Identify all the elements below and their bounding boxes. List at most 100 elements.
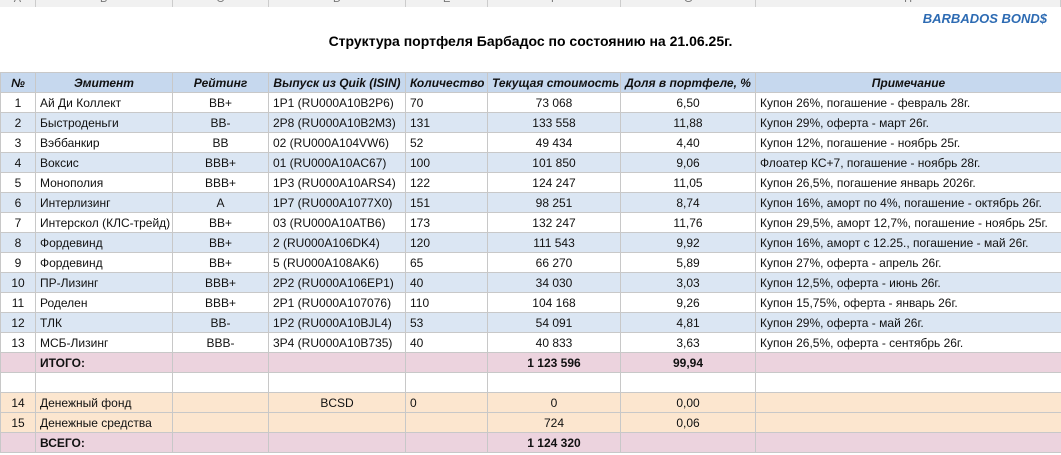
cell: Купон 26,5%, оферта - сентябрь 26г. xyxy=(755,332,1061,353)
cell xyxy=(0,372,36,393)
cell: 2P8 (RU000A10B2M3) xyxy=(268,112,406,133)
cell: Купон 12,5%, оферта - июнь 26г. xyxy=(755,272,1061,293)
data-row: 4 Воксис BBB+ 01 (RU000A10AC67) 100 101 850 9,… xyxy=(0,152,1061,173)
cell: 5,89 xyxy=(620,252,756,273)
cell: 173 xyxy=(405,212,488,233)
cell: Купон 12%, погашение - ноябрь 25г. xyxy=(755,132,1061,153)
cell: № xyxy=(0,72,36,93)
cell: 14 xyxy=(0,392,36,413)
cell: 13 xyxy=(0,332,36,353)
cell: 0 xyxy=(405,392,488,413)
cell: 40 833 xyxy=(487,332,621,353)
column-letter: E xyxy=(406,0,489,7)
cell xyxy=(268,432,406,453)
cell: 99,94 xyxy=(620,352,756,373)
cell xyxy=(405,432,488,453)
cell: 1 xyxy=(0,92,36,113)
cell xyxy=(405,372,488,393)
cell: Интерлизинг xyxy=(35,192,173,213)
header-row: № Эмитент Рейтинг Выпуск из Quik (ISIN) Коли… xyxy=(0,72,1061,93)
cell: 4,81 xyxy=(620,312,756,333)
cell: 02 (RU000A104VW6) xyxy=(268,132,406,153)
data-row: 3 Вэббанкир BB 02 (RU000A104VW6) 52 49 434 4,4… xyxy=(0,132,1061,153)
cell: 98 251 xyxy=(487,192,621,213)
cell xyxy=(268,412,406,433)
cell xyxy=(405,352,488,373)
data-row: 1 Ай Ди Коллект BB+ 1P1 (RU000A10B2P6) 70 73 … xyxy=(0,92,1061,113)
cell: 151 xyxy=(405,192,488,213)
cell: 7 xyxy=(0,212,36,233)
cell: Купон 16%, аморт по 4%, погашение - октя… xyxy=(755,192,1061,213)
cell: 3P4 (RU000A10B735) xyxy=(268,332,406,353)
cell xyxy=(172,372,269,393)
cell xyxy=(172,352,269,373)
cell: 3 xyxy=(0,132,36,153)
cell: 40 xyxy=(405,272,488,293)
cell: BB- xyxy=(172,112,269,133)
data-row: 6 Интерлизинг A 1P7 (RU000A1077X0) 151 98 251… xyxy=(0,192,1061,213)
cell: 131 xyxy=(405,112,488,133)
cell: 40 xyxy=(405,332,488,353)
cell: 11 xyxy=(0,292,36,313)
cell xyxy=(755,412,1061,433)
cell: 3,63 xyxy=(620,332,756,353)
cell: 15 xyxy=(0,412,36,433)
cell: Флоатер КС+7, погашение - ноябрь 28г. xyxy=(755,152,1061,173)
cell xyxy=(268,372,406,393)
cell xyxy=(172,412,269,433)
cell: 2 (RU000A106DK4) xyxy=(268,232,406,253)
cell: ПР-Лизинг xyxy=(35,272,173,293)
cell: 11,05 xyxy=(620,172,756,193)
cell xyxy=(755,432,1061,453)
cell: BBB- xyxy=(172,332,269,353)
portfolio-table: № Эмитент Рейтинг Выпуск из Quik (ISIN) Коли… xyxy=(0,72,1061,453)
cell: Текущая стоимость xyxy=(487,72,621,93)
cell xyxy=(405,412,488,433)
cell: 8,74 xyxy=(620,192,756,213)
cell: 120 xyxy=(405,232,488,253)
cell: BB+ xyxy=(172,252,269,273)
cell: 11,88 xyxy=(620,112,756,133)
cell: 9,26 xyxy=(620,292,756,313)
cell: 8 xyxy=(0,232,36,253)
cell: Доля в портфеле, % xyxy=(620,72,756,93)
cell: 70 xyxy=(405,92,488,113)
cell: ТЛК xyxy=(35,312,173,333)
cell: BCSD xyxy=(268,392,406,413)
cell: 9,06 xyxy=(620,152,756,173)
cell: ВСЕГО: xyxy=(35,432,173,453)
cell: Вэббанкир xyxy=(35,132,173,153)
cell: 110 xyxy=(405,292,488,313)
cell: Монополия xyxy=(35,172,173,193)
cell: 65 xyxy=(405,252,488,273)
cell: 1P7 (RU000A1077X0) xyxy=(268,192,406,213)
cell: 49 434 xyxy=(487,132,621,153)
cell: 124 247 xyxy=(487,172,621,193)
cell: Примечание xyxy=(755,72,1061,93)
cell: Купон 29%, оферта - май 26г. xyxy=(755,312,1061,333)
cell: 6,50 xyxy=(620,92,756,113)
cell: 1 124 320 xyxy=(487,432,621,453)
cell: Рейтинг xyxy=(172,72,269,93)
cell: 101 850 xyxy=(487,152,621,173)
cell: Купон 26,5%, погашение январь 2026г. xyxy=(755,172,1061,193)
cell: BB+ xyxy=(172,92,269,113)
cell: Купон 26%, погашение - февраль 28г. xyxy=(755,92,1061,113)
cell: 100 xyxy=(405,152,488,173)
column-letter: A xyxy=(0,0,36,7)
cell: 1P1 (RU000A10B2P6) xyxy=(268,92,406,113)
cell: Купон 29,5%, аморт 12,7%, погашение - но… xyxy=(755,212,1061,233)
data-row: 11 Роделен BBB+ 2P1 (RU000A107076) 110 104 16… xyxy=(0,292,1061,313)
cell xyxy=(620,372,756,393)
cell: 5 (RU000A108AK6) xyxy=(268,252,406,273)
data-row: 10 ПР-Лизинг BBB+ 2P2 (RU000A106EP1) 40 34 03… xyxy=(0,272,1061,293)
cell: BBB+ xyxy=(172,292,269,313)
title: Структура портфеля Барбадос по состоянию… xyxy=(328,33,733,49)
cell: BBB+ xyxy=(172,272,269,293)
cell xyxy=(755,372,1061,393)
cell: Купон 27%, оферта - апрель 26г. xyxy=(755,252,1061,273)
cell: 724 xyxy=(487,412,621,433)
total-row: ИТОГО: 1 123 596 99,94 xyxy=(0,352,1061,373)
cell: Фордевинд xyxy=(35,232,173,253)
